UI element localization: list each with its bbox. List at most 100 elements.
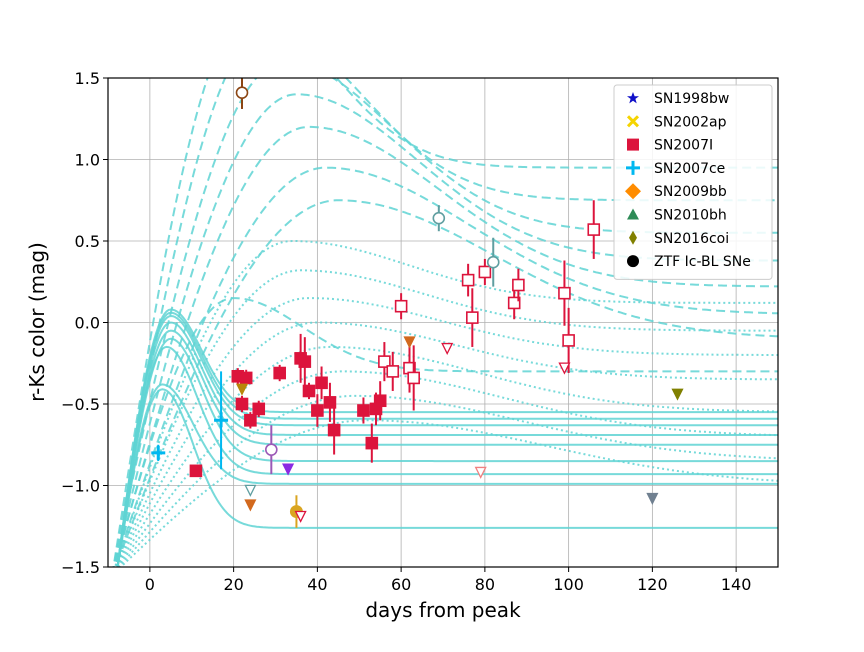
legend-box [613,84,773,280]
sn2007i-point [273,366,286,380]
model-curve-solid [116,311,778,567]
model-curve-dashed [113,166,778,567]
y-tick-label: −1.0 [61,477,100,496]
model-curve-dashed [112,78,778,567]
upper-limit-marker [646,492,659,505]
model-curve-solid [116,321,778,567]
data-points [151,78,684,528]
sn2007i-point [323,396,337,409]
legend-marker-square [627,138,639,151]
model-curve-solid [116,329,778,567]
legend-marker-circle [627,255,639,268]
sn2007i-open-point [407,371,420,385]
y-tick-label: 0.5 [75,232,100,251]
sn2007i-point [235,397,249,411]
model-curve-solid [116,337,778,567]
sn2007i-point [365,436,379,450]
x-tick-label: 0 [145,575,155,594]
x-axis-label: days from peak [365,598,521,622]
y-tick-label: 0.0 [75,314,100,333]
ztf-point [432,211,446,225]
sn2007i-point [373,394,387,408]
model-curve-dashed [114,199,778,567]
upper-limit-marker [244,484,257,497]
sn2007i-point [302,384,316,398]
model-curve-solid [116,383,778,567]
sn2007i-point [252,402,266,416]
sn2007i-point [244,413,257,427]
legend-label: SN2007I [654,138,713,154]
sn2007i-open-point [562,334,575,347]
sn2007i-open-point [461,273,475,287]
legend-marker-triangle [627,208,639,220]
upper-limit-marker [441,342,454,356]
sn2007i-open-point [587,223,601,236]
upper-limit-marker [558,362,571,375]
legend-label: ZTF Ic-BL SNe [654,254,751,270]
sn2007i-open-point [507,296,521,310]
model-curve-dotted [114,297,778,567]
sn2007i-open-point [466,311,479,324]
sn2007i-point [357,404,370,417]
upper-limit-marker [294,510,307,523]
legend-label: SN2007ce [654,161,725,177]
legend-marker-thin-diamond [629,230,637,245]
sn2007i-point [311,404,324,417]
model-curve-solid [116,388,778,567]
sn2007i-open-point [378,355,391,368]
model-curve-dashed [113,125,778,567]
x-tick-label: 120 [637,575,668,594]
model-curve-solid [116,308,778,567]
legend-label: SN2016coi [654,231,729,247]
upper-limit-marker [282,463,295,476]
axis-ticks: 0 20 40 60 80 100 120 140 −1.5 −1.0 −0.5 0.0 0.5 1.0 1… [61,69,751,594]
ztf-point [486,255,500,269]
sn2007i-open-point [478,265,492,279]
x-tick-label: 80 [475,575,495,594]
legend-marker-x [626,115,640,128]
upper-limit-marker [474,466,487,479]
x-tick-label: 60 [391,575,411,594]
legend: SN1998bw SN2002ap SN2007I SN2007ce SN2009bb S… [613,84,773,280]
model-curve-dashed [113,297,778,567]
ztf-point [265,443,278,456]
model-curve-solid [116,314,778,567]
legend-label: SN2009bb [654,184,727,200]
sn2007i-point [189,464,203,478]
legend-label: SN1998bw [654,91,729,107]
x-tick-label: 140 [721,575,752,594]
y-tick-label: 1.5 [75,69,100,88]
sn2007i-point [315,376,328,390]
upper-limit-marker [403,336,416,349]
legend-label: SN2002ap [654,114,727,130]
x-tick-label: 20 [223,575,243,594]
model-curve-dotted [117,394,778,567]
sn2007ce-point [214,413,229,428]
sn2007i-point [298,355,312,368]
sn2007i-point [327,423,341,437]
ztf-point [235,86,249,99]
sn2007i-open-point [394,299,408,313]
sn2007i-open-point [512,278,525,292]
legend-marker-diamond [625,183,641,200]
model-curve-dotted [115,321,778,567]
x-tick-label: 40 [307,575,327,594]
upper-limit-marker [244,499,257,512]
y-tick-label: −1.5 [61,558,100,577]
y-tick-label: −0.5 [61,395,100,414]
x-tick-label: 100 [553,575,584,594]
upper-limit-marker [235,383,249,396]
model-curve-dotted [119,419,778,567]
model-curve-dotted [116,370,778,567]
sn2007i-open-point [386,365,400,378]
upper-limit-marker [671,388,684,401]
legend-label: SN2010bh [654,208,727,224]
y-axis-label: r-Ks color (mag) [25,242,49,402]
sn2007i-open-point [558,286,571,300]
legend-marker-star [627,92,639,104]
y-tick-label: 1.0 [75,151,100,170]
model-curve-dotted [114,269,778,567]
sn2007ce-point [151,445,166,460]
